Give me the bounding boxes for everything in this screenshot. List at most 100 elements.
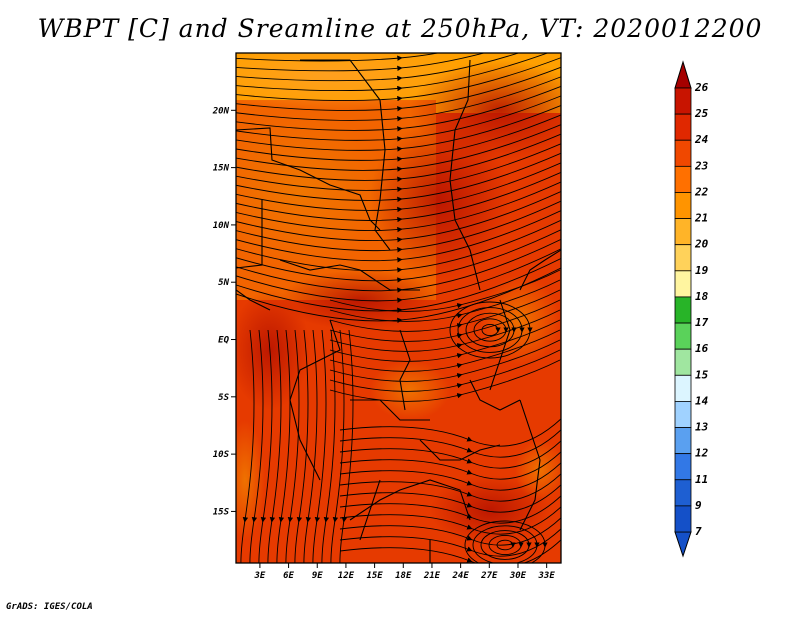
colorbar-segment [674, 505, 692, 533]
streamline [339, 539, 561, 563]
lat-tick-label: 15S [213, 507, 230, 517]
streamline [329, 279, 561, 322]
lat-tick-label: 10N [213, 221, 230, 231]
lon-tick-label: 24E [451, 571, 469, 581]
colorbar-label: 11 [695, 473, 708, 486]
lon-tick-label: 30E [509, 571, 527, 581]
colorbar-segment [674, 270, 692, 298]
streamline [329, 329, 561, 372]
colorbar-label: 21 [694, 212, 708, 225]
colorbar-label: 18 [695, 290, 709, 303]
colorbar-bottom-arrow [674, 531, 692, 558]
streamline [236, 66, 561, 112]
colorbar-segment [674, 87, 692, 115]
streamline [303, 329, 318, 563]
streamline [339, 451, 561, 480]
colorbar-segment [674, 374, 692, 402]
map-frame [235, 52, 562, 564]
streamline [472, 525, 540, 563]
streamline [236, 133, 561, 182]
colorbar-label: 7 [695, 525, 702, 538]
colorbar-segment [674, 453, 692, 481]
streamline [481, 324, 501, 336]
streamline [464, 520, 548, 563]
lat-axis: 20N 15N 10N 5N EQ 5S 10S 15S [212, 106, 236, 517]
streamline [236, 267, 561, 324]
streamline [496, 539, 516, 551]
streamline [329, 359, 561, 402]
lon-tick-label: 18E [395, 571, 412, 581]
colorbar-label: 15 [695, 368, 709, 381]
lon-axis: 3E 6E 9E 12E 15E 18E 21E 24E 27E 30E 33E [253, 563, 555, 581]
streamline [480, 530, 532, 560]
streamline [236, 191, 561, 243]
streamline [236, 200, 561, 253]
colorbar-segment [674, 348, 692, 376]
streamline [339, 495, 561, 524]
streamline [267, 329, 282, 563]
colorbar-label: 20 [694, 238, 709, 251]
lat-tick-label: 10S [213, 450, 230, 460]
streamline [312, 329, 327, 563]
colorbar-label: 22 [694, 185, 709, 198]
streamline [465, 312, 517, 348]
colorbar-label: 16 [695, 342, 709, 355]
streamline [276, 329, 291, 563]
streamline [473, 318, 509, 342]
colorbar-segment [674, 244, 692, 272]
streamline [285, 329, 300, 563]
colorbar-label: 19 [695, 264, 709, 277]
streamline [236, 248, 561, 303]
colorbar-label: 12 [695, 447, 709, 460]
chart-title: WBPT [C] and Sreamline at 250hPa, VT: 20… [37, 14, 763, 43]
colorbar-label: 17 [695, 316, 709, 329]
colorbar-top-arrow [674, 60, 692, 89]
lat-tick-label: 15N [213, 164, 230, 174]
streamline [236, 219, 561, 273]
lat-tick-label: 5N [218, 278, 229, 288]
streamline [240, 329, 255, 563]
lat-tick-label: 20N [212, 106, 230, 116]
lon-tick-label: 21E [423, 571, 441, 581]
colorbar-segment [674, 427, 692, 455]
streamline [236, 76, 561, 122]
streamline [339, 528, 561, 557]
colorbar-segment [674, 322, 692, 350]
lon-tick-label: 6E [283, 571, 294, 581]
lat-tick-label: EQ [218, 336, 229, 346]
colorbar-segment [674, 479, 692, 507]
streamline [236, 95, 561, 142]
streamline [236, 85, 561, 132]
colorbar-segment [674, 113, 692, 141]
streamline [339, 517, 561, 546]
streamline [339, 329, 354, 563]
streamline [236, 143, 561, 192]
lon-tick-label: 12E [338, 571, 355, 581]
streamline [236, 114, 561, 162]
colorbar-label: 14 [695, 394, 709, 407]
streamline [236, 53, 549, 92]
streamline [236, 171, 561, 223]
lon-tick-label: 33E [538, 571, 556, 581]
streamline [329, 349, 561, 392]
streamline [488, 534, 524, 556]
country-borders [236, 59, 561, 563]
colorbar-label: 9 [695, 499, 702, 512]
colorbar-legend: 26 25 24 23 22 21 20 19 18 17 16 15 14 13 12 11 9 7 [674, 60, 709, 558]
colorbar-segment [674, 218, 692, 246]
streamline [236, 181, 561, 233]
streamline [339, 462, 561, 491]
streamline [330, 329, 345, 563]
lon-tick-label: 9E [312, 571, 323, 581]
streamline [236, 53, 486, 72]
streamline [236, 210, 561, 263]
colorbar-label: 25 [694, 107, 709, 120]
streamline [339, 440, 561, 469]
streamline [329, 269, 561, 312]
streamline [236, 229, 561, 283]
lon-tick-label: 15E [366, 571, 383, 581]
streamlines [236, 53, 561, 563]
streamline [236, 162, 561, 213]
streamline [236, 152, 561, 203]
